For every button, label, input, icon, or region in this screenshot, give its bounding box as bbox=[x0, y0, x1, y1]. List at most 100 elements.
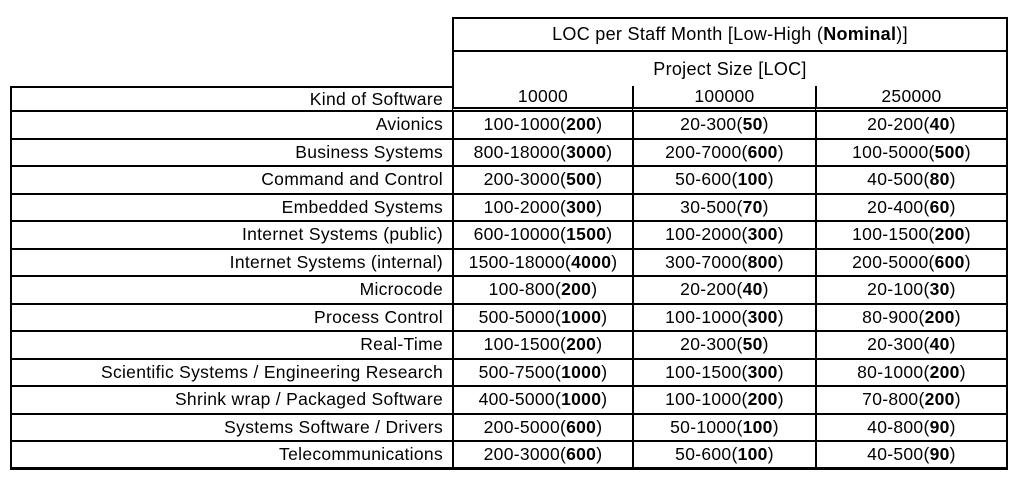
close-paren-text: ) bbox=[949, 443, 956, 464]
range-text: 200-3000( bbox=[483, 443, 567, 464]
nominal-value: 40 bbox=[742, 279, 763, 300]
close-paren-text: ) bbox=[959, 361, 966, 382]
close-paren-text: ) bbox=[949, 196, 956, 217]
close-paren-text: ) bbox=[762, 196, 769, 217]
close-paren-text: ) bbox=[762, 334, 769, 355]
row-label: Shrink wrap / Packaged Software bbox=[10, 387, 452, 415]
close-paren-text: ) bbox=[777, 306, 784, 327]
close-paren-text: ) bbox=[777, 141, 784, 162]
value-cell: 500-5000(1000) bbox=[452, 304, 632, 332]
nominal-value: 200 bbox=[747, 389, 778, 410]
nominal-value: 200 bbox=[561, 279, 592, 300]
nominal-value: 100 bbox=[737, 443, 768, 464]
nominal-value: 500 bbox=[934, 141, 965, 162]
row-label: Telecommunications bbox=[10, 442, 452, 470]
close-paren-text: ) bbox=[949, 416, 956, 437]
range-text: 30-500( bbox=[680, 196, 743, 217]
range-text: 300-7000( bbox=[665, 251, 748, 272]
nominal-value: 4000 bbox=[571, 251, 612, 272]
range-text: 80-1000( bbox=[857, 361, 930, 382]
value-cell: 100-2000(300) bbox=[632, 222, 815, 250]
loc-per-staff-month-table: LOC per Staff Month [Low-High (Nominal)]… bbox=[10, 17, 1008, 470]
range-text: 100-2000( bbox=[483, 196, 567, 217]
nominal-value: 100 bbox=[742, 416, 773, 437]
row-label: Internet Systems (internal) bbox=[10, 249, 452, 277]
close-paren-text: ) bbox=[762, 114, 769, 135]
value-cell: 70-800(200) bbox=[815, 387, 1008, 415]
value-cell: 100-5000(500) bbox=[815, 139, 1008, 167]
value-cell: 100-1000(300) bbox=[632, 304, 815, 332]
close-paren-text: ) bbox=[777, 361, 784, 382]
nominal-value: 200 bbox=[566, 334, 597, 355]
range-text: 100-1000( bbox=[665, 306, 748, 327]
close-paren-text: ) bbox=[591, 279, 598, 300]
close-paren-text: ) bbox=[949, 169, 956, 190]
range-text: 100-1500( bbox=[483, 334, 567, 355]
value-cell: 100-1500(200) bbox=[815, 222, 1008, 250]
range-text: 40-500( bbox=[867, 169, 930, 190]
close-paren-text: ) bbox=[767, 443, 774, 464]
table-title-bold: Nominal bbox=[823, 24, 897, 44]
close-paren-text: ) bbox=[949, 279, 956, 300]
nominal-value: 40 bbox=[929, 334, 950, 355]
close-paren-text: ) bbox=[762, 279, 769, 300]
nominal-value: 1000 bbox=[561, 389, 602, 410]
close-paren-text: ) bbox=[949, 114, 956, 135]
nominal-value: 300 bbox=[566, 196, 597, 217]
empty-corner-cell bbox=[10, 17, 452, 52]
nominal-value: 40 bbox=[929, 114, 950, 135]
range-text: 100-2000( bbox=[665, 224, 748, 245]
close-paren-text: ) bbox=[772, 416, 779, 437]
value-cell: 30-500(70) bbox=[632, 194, 815, 222]
close-paren-text: ) bbox=[777, 224, 784, 245]
nominal-value: 90 bbox=[929, 443, 950, 464]
range-text: 500-7500( bbox=[478, 361, 562, 382]
table-title-suffix: )] bbox=[896, 24, 908, 44]
value-cell: 40-800(90) bbox=[815, 414, 1008, 442]
range-text: 100-1000( bbox=[665, 389, 748, 410]
close-paren-text: ) bbox=[964, 141, 971, 162]
range-text: 50-1000( bbox=[670, 416, 743, 437]
row-label: Scientific Systems / Engineering Researc… bbox=[10, 359, 452, 387]
close-paren-text: ) bbox=[601, 306, 608, 327]
close-paren-text: ) bbox=[949, 334, 956, 355]
nominal-value: 200 bbox=[924, 306, 955, 327]
close-paren-text: ) bbox=[596, 169, 603, 190]
nominal-value: 80 bbox=[929, 169, 950, 190]
table-title: LOC per Staff Month [Low-High (Nominal)] bbox=[452, 17, 1008, 52]
range-text: 200-7000( bbox=[665, 141, 748, 162]
range-text: 200-5000( bbox=[852, 251, 935, 272]
close-paren-text: ) bbox=[777, 389, 784, 410]
nominal-value: 200 bbox=[924, 389, 955, 410]
range-text: 40-500( bbox=[867, 443, 930, 464]
nominal-value: 70 bbox=[742, 196, 763, 217]
nominal-value: 200 bbox=[566, 114, 597, 135]
range-text: 40-800( bbox=[867, 416, 930, 437]
nominal-value: 60 bbox=[929, 196, 950, 217]
close-paren-text: ) bbox=[601, 361, 608, 382]
value-cell: 20-300(50) bbox=[632, 332, 815, 360]
row-label: Business Systems bbox=[10, 139, 452, 167]
close-paren-text: ) bbox=[606, 141, 613, 162]
close-paren-text: ) bbox=[596, 196, 603, 217]
value-cell: 500-7500(1000) bbox=[452, 359, 632, 387]
range-text: 200-3000( bbox=[483, 169, 567, 190]
range-text: 20-400( bbox=[867, 196, 930, 217]
range-text: 50-600( bbox=[675, 443, 738, 464]
value-cell: 100-1000(200) bbox=[632, 387, 815, 415]
close-paren-text: ) bbox=[596, 334, 603, 355]
nominal-value: 600 bbox=[934, 251, 965, 272]
nominal-value: 300 bbox=[747, 306, 778, 327]
range-text: 20-300( bbox=[867, 334, 930, 355]
nominal-value: 90 bbox=[929, 416, 950, 437]
row-label: Microcode bbox=[10, 277, 452, 305]
range-text: 20-200( bbox=[867, 114, 930, 135]
nominal-value: 300 bbox=[747, 361, 778, 382]
close-paren-text: ) bbox=[611, 251, 618, 272]
row-label: Real-Time bbox=[10, 332, 452, 360]
range-text: 100-5000( bbox=[852, 141, 935, 162]
row-label: Internet Systems (public) bbox=[10, 222, 452, 250]
close-paren-text: ) bbox=[954, 389, 961, 410]
range-text: 100-1500( bbox=[852, 224, 935, 245]
range-text: 800-18000( bbox=[473, 141, 567, 162]
